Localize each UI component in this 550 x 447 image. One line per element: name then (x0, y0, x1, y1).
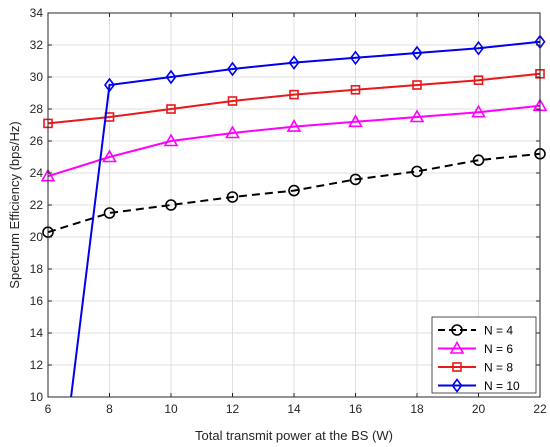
data-point (349, 173, 362, 186)
y-tick-label: 30 (30, 70, 44, 84)
series-line (47, 104, 541, 178)
x-tick-label: 20 (472, 402, 486, 416)
y-tick-label: 28 (30, 102, 44, 116)
series-line (70, 40, 541, 398)
x-tick-label: 16 (349, 402, 363, 416)
data-point (166, 104, 176, 114)
y-tick-label: 22 (30, 198, 44, 212)
data-point (350, 50, 361, 66)
y-tick-label: 10 (30, 390, 44, 404)
data-point (226, 191, 239, 203)
legend-marker (452, 362, 462, 372)
data-point (288, 55, 300, 70)
x-tick-label: 12 (226, 402, 240, 416)
x-tick-label: 22 (533, 402, 547, 416)
series-line (47, 72, 541, 125)
data-point (286, 118, 302, 132)
data-point (165, 69, 177, 85)
y-tick-label: 34 (30, 6, 44, 20)
data-point (412, 80, 422, 90)
data-point (165, 199, 177, 211)
data-point (348, 114, 363, 128)
y-tick-label: 20 (30, 230, 44, 244)
x-tick-label: 10 (164, 402, 178, 416)
legend-entry-1: N = 6 (438, 340, 513, 356)
data-point (411, 165, 423, 178)
data-point (472, 154, 485, 166)
series-line (47, 152, 541, 234)
data-point (103, 207, 116, 219)
y-tick-label: 32 (30, 38, 44, 52)
data-point (350, 85, 361, 95)
legend-label: N = 4 (484, 324, 513, 338)
data-point (473, 75, 484, 85)
data-point (225, 125, 240, 139)
data-point (409, 109, 425, 123)
legend-marker (451, 378, 463, 393)
x-tick-label: 18 (410, 402, 424, 416)
legend-label: N = 6 (484, 342, 513, 356)
data-point (227, 61, 238, 77)
x-tick-label: 14 (287, 402, 301, 416)
data-point (471, 104, 486, 118)
data-point (102, 149, 117, 163)
y-tick-label: 26 (30, 134, 44, 148)
data-point (473, 40, 484, 56)
axis-ticks: 6 8 10 12 14 16 18 20 22 10 12 14 16 18 20 22 24 26 28 30 32… (30, 6, 547, 416)
legend-entry-3: N = 10 (438, 378, 520, 393)
x-tick-label: 6 (45, 402, 52, 416)
data-point (104, 77, 115, 93)
data-point (288, 184, 300, 197)
data-point (289, 89, 299, 100)
x-tick-label: 8 (106, 402, 113, 416)
y-tick-label: 14 (30, 326, 44, 340)
legend-entry-0: N = 4 (438, 324, 513, 338)
legend-entry-2: N = 8 (438, 361, 513, 375)
series-layer (40, 34, 548, 398)
legend-label: N = 10 (484, 379, 520, 393)
y-tick-label: 24 (30, 166, 44, 180)
legend-marker (449, 340, 465, 354)
y-axis-label: Spectrum Efficiency (bps/Hz) (7, 121, 22, 288)
y-tick-label: 16 (30, 294, 44, 308)
legend: N = 4 N = 6 N = 8 N = 10 (431, 316, 537, 394)
x-axis-label: Total transmit power at the BS (W) (195, 428, 393, 443)
series-2 (43, 69, 545, 129)
data-point (227, 96, 238, 106)
legend-label: N = 8 (484, 361, 513, 375)
data-point (163, 133, 179, 147)
legend-marker (451, 324, 463, 336)
y-tick-label: 12 (30, 358, 44, 372)
data-point (411, 45, 423, 61)
y-tick-label: 18 (30, 262, 44, 276)
